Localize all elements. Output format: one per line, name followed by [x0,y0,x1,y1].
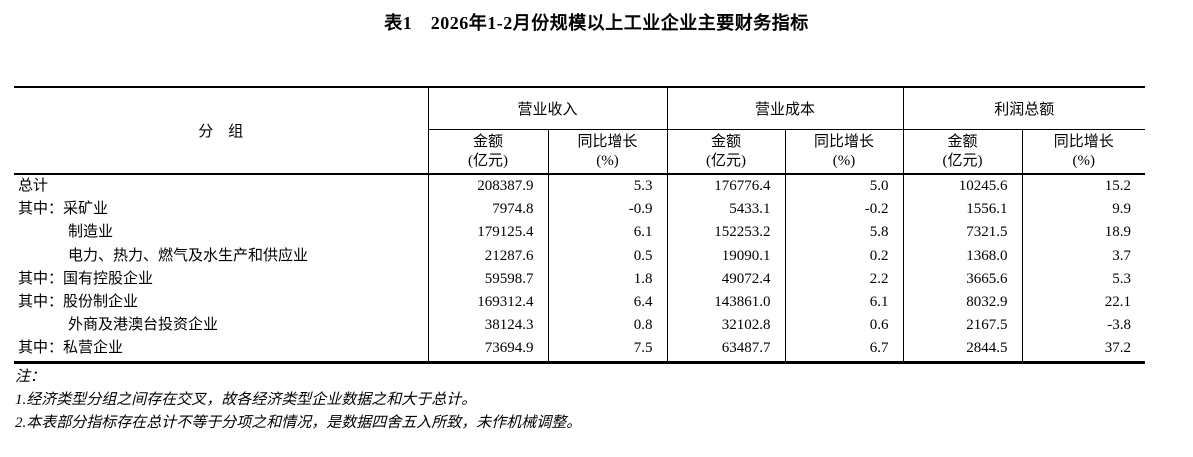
revenue-amount-cell: 73694.9 [427,337,548,363]
col-group-profit: 利润总额 [902,87,1146,130]
amount-label: 金额 [711,133,742,150]
row-label: 总计 [14,172,428,199]
revenue-amount-cell: 38124.3 [427,314,548,338]
profit-growth-cell: 15.2 [1021,172,1146,199]
profit-growth-cell: 3.7 [1021,244,1146,268]
profit-amount-cell: 7321.5 [902,221,1023,245]
group-column-header: 分 组 [198,124,244,140]
cost-amount-cell: 176776.4 [666,172,786,199]
revenue-amount-cell: 59598.7 [427,267,548,292]
growth-unit: (%) [1072,152,1096,169]
table-row: 其中：股份制企业 169312.4 6.4 143861.0 6.1 8032.… [14,291,1146,315]
profit-amount-cell: 2844.5 [902,337,1023,363]
revenue-growth-header: 同比增长 (%) [547,129,668,174]
cost-amount-cell: 143861.0 [666,291,786,315]
table-row: 其中：国有控股企业 59598.7 1.8 49072.4 2.2 3665.6… [14,267,1146,292]
table-row: 制造业 179125.4 6.1 152253.2 5.8 7321.5 18.… [14,221,1146,245]
revenue-growth-cell: 6.4 [547,291,668,315]
row-label: 其中：采矿业 [18,201,109,218]
row-label: 制造业 [68,224,114,241]
revenue-growth-cell: 0.8 [547,314,668,338]
profit-growth-header: 同比增长 (%) [1021,129,1146,174]
cost-amount-cell: 32102.8 [666,314,786,338]
col-group-cost: 营业成本 [666,87,904,130]
cost-amount-cell: 49072.4 [666,267,786,292]
notes-heading: 注： [15,369,46,385]
profit-growth-cell: 37.2 [1021,337,1146,363]
sub-header-row: 金额 (亿元) 同比增长 (%) 金额 (亿元) 同比增长 (%) 金额 ( [14,129,1146,174]
cost-growth-cell: 0.6 [784,314,904,338]
table-row: 总计 208387.9 5.3 176776.4 5.0 10245.6 15.… [14,172,1146,199]
cost-growth-cell: -0.2 [784,198,904,222]
table-title: 表1 2026年1-2月份规模以上工业企业主要财务指标 [384,13,809,33]
amount-unit: (亿元) [942,152,983,169]
profit-amount-cell: 8032.9 [902,291,1023,315]
col-group-revenue: 营业收入 [427,87,668,130]
cost-growth-header: 同比增长 (%) [784,129,904,174]
data-table: 分 组 营业收入 营业成本 利润总额 金额 (亿元) 同比增长 (%) 金额 (… [14,86,1146,364]
revenue-amount-cell: 21287.6 [427,244,548,268]
cost-growth-cell: 5.8 [784,221,904,245]
profit-amount-cell: 3665.6 [902,267,1023,292]
revenue-amount-header: 金额 (亿元) [427,129,548,174]
revenue-growth-cell: 5.3 [547,172,668,199]
cost-amount-header: 金额 (亿元) [666,129,786,174]
revenue-amount-cell: 169312.4 [427,291,548,315]
note-2: 2.本表部分指标存在总计不等于分项之和情况，是数据四舍五入所致，未作机械调整。 [15,415,582,431]
row-label: 电力、热力、燃气及水生产和供应业 [68,247,309,264]
profit-growth-cell: 22.1 [1021,291,1146,315]
table-row: 其中：私营企业 73694.9 7.5 63487.7 6.7 2844.5 3… [14,337,1146,363]
revenue-growth-cell: 6.1 [547,221,668,245]
profit-growth-cell: 9.9 [1021,198,1146,222]
revenue-growth-cell: 7.5 [547,337,668,363]
table-row: 外商及港澳台投资企业 38124.3 0.8 32102.8 0.6 2167.… [14,314,1146,338]
table-row: 其中：采矿业 7974.8 -0.9 5433.1 -0.2 1556.1 9.… [14,198,1146,222]
growth-unit: (%) [596,152,619,169]
revenue-amount-cell: 179125.4 [427,221,548,245]
note-1: 1.经济类型分组之间存在交叉，故各经济类型企业数据之和大于总计。 [15,392,477,408]
amount-unit: (亿元) [706,152,747,169]
cost-growth-cell: 2.2 [784,267,904,292]
group-header-row: 分 组 营业收入 营业成本 利润总额 [14,87,1146,140]
revenue-amount-cell: 7974.8 [427,198,548,222]
profit-growth-cell: 18.9 [1021,221,1146,245]
revenue-growth-cell: 0.5 [547,244,668,268]
profit-amount-cell: 1368.0 [902,244,1023,268]
footnotes: 注： 1.经济类型分组之间存在交叉，故各经济类型企业数据之和大于总计。 2.本表… [15,366,581,435]
cost-amount-cell: 63487.7 [666,337,786,363]
growth-label: 同比增长 [577,133,638,150]
row-label: 其中：股份制企业 [18,294,139,311]
profit-amount-cell: 2167.5 [902,314,1023,338]
financial-indicators-table: 分 组 营业收入 营业成本 利润总额 金额 (亿元) 同比增长 (%) 金额 (… [14,86,1146,364]
amount-label: 金额 [947,133,978,150]
cost-amount-cell: 152253.2 [666,221,786,245]
growth-label: 同比增长 [1053,133,1114,150]
revenue-amount-cell: 208387.9 [427,172,548,199]
growth-unit: (%) [832,152,856,169]
profit-growth-cell: -3.8 [1021,314,1146,338]
revenue-growth-cell: 1.8 [547,267,668,292]
row-label: 其中：国有控股企业 [18,270,154,287]
amount-label: 金额 [472,133,503,150]
table-row: 电力、热力、燃气及水生产和供应业 21287.6 0.5 19090.1 0.2… [14,244,1146,268]
cost-growth-cell: 6.1 [784,291,904,315]
profit-growth-cell: 5.3 [1021,267,1146,292]
cost-growth-cell: 6.7 [784,337,904,363]
profit-amount-cell: 1556.1 [902,198,1023,222]
row-label: 外商及港澳台投资企业 [68,317,219,334]
cost-amount-cell: 19090.1 [666,244,786,268]
revenue-growth-cell: -0.9 [547,198,668,222]
row-label: 其中：私营企业 [18,340,124,357]
cost-growth-cell: 5.0 [784,172,904,199]
profit-amount-header: 金额 (亿元) [902,129,1023,174]
cost-amount-cell: 5433.1 [666,198,786,222]
profit-amount-cell: 10245.6 [902,172,1023,199]
growth-label: 同比增长 [814,133,875,150]
cost-growth-cell: 0.2 [784,244,904,268]
amount-unit: (亿元) [468,152,508,169]
